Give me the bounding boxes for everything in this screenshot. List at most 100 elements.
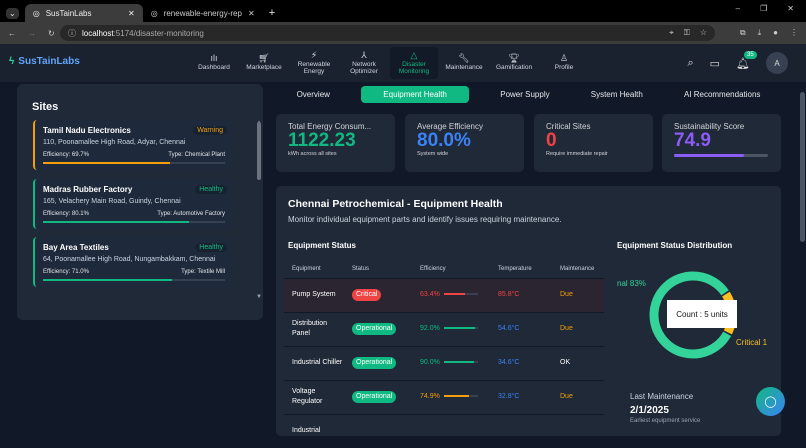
site-card[interactable]: Bay Area Textiles Healthy 64, Poonamallee …	[33, 237, 233, 287]
new-tab-button[interactable]: +	[268, 7, 276, 19]
reload-icon[interactable]: ↻	[48, 28, 55, 38]
tab-overview[interactable]: Overview	[296, 90, 330, 99]
nav-profile[interactable]: ♙ Profile	[554, 53, 574, 72]
table-row[interactable]: Distribution Panel Operational 92.0% 54.6°C…	[284, 311, 604, 346]
alert-icon: △	[410, 49, 418, 60]
page-scrollbar[interactable]	[799, 82, 806, 428]
nav-network-optimizer[interactable]: ⅄ Network Optimizer	[350, 49, 378, 75]
bolt-icon: ϟ	[9, 56, 15, 67]
forward-icon[interactable]: →	[28, 28, 36, 38]
sites-title: Sites	[32, 101, 59, 113]
table-row[interactable]: Pump System Critical 63.4% 85.8°C Due	[284, 277, 604, 312]
sites-panel: Sites Tamil Nadu Electronics Warning 110, …	[17, 84, 263, 320]
column-header: Efficiency	[420, 265, 446, 272]
plug-icon: ⚡︎	[310, 49, 318, 60]
panel-title: Chennai Petrochemical - Equipment Health	[288, 198, 503, 210]
network-icon: ⅄	[361, 49, 367, 60]
nav-gamification[interactable]: 🏆︎ Gamification	[495, 53, 533, 72]
column-header: Temperature	[498, 265, 532, 272]
nav-dashboard[interactable]: ılı Dashboard	[198, 53, 230, 72]
cart-icon: 🛒︎	[258, 53, 270, 63]
site-info-icon[interactable]: ⓘ	[68, 28, 76, 38]
nav-marketplace[interactable]: 🛒︎ Marketplace	[246, 53, 282, 72]
table-row[interactable]: Industrial	[284, 413, 604, 448]
key-icon[interactable]: ⚿	[683, 28, 690, 37]
tab-power-supply[interactable]: Power Supply	[500, 90, 550, 99]
efficiency-bar	[443, 361, 478, 364]
bar-chart-icon: ılı	[210, 53, 218, 63]
bell-icon: 🔔︎	[736, 57, 750, 70]
extensions-icon[interactable]: ⧉	[739, 28, 746, 37]
column-header: Equipment	[292, 265, 321, 272]
address-bar: ← → ↻ ⓘ localhost:5174/disaster-monitoring …	[0, 22, 806, 44]
efficiency-bar	[43, 162, 225, 164]
scroll-down-icon[interactable]: ▼	[256, 294, 262, 300]
menu-icon[interactable]: ⋮	[790, 28, 798, 37]
restore-icon[interactable]: ❐	[760, 4, 768, 13]
trophy-icon: 🏆︎	[508, 53, 520, 63]
app-header: ϟ SusTainLabs ılı Dashboard 🛒︎ Marketplace ⚡︎…	[0, 44, 806, 82]
stat-card: Average Efficiency 80.0% System wide	[405, 114, 524, 172]
tab-equipment-health[interactable]: Equipment Health	[361, 86, 470, 103]
browser-tab-bar: ⌄ ◎SusTainLabs✕ ◎renewable-energy-report…	[0, 0, 806, 22]
location-icon[interactable]: ⌖	[669, 28, 674, 37]
profile-icon[interactable]: ●	[773, 28, 778, 37]
browser-tab[interactable]: ◎ SusTainLabs ✕	[24, 4, 143, 22]
browser-tab[interactable]: ◎renewable-energy-report (16).p✕	[150, 8, 255, 18]
efficiency-bar	[443, 395, 478, 398]
minimize-icon[interactable]: –	[735, 4, 741, 13]
efficiency-bar	[443, 293, 478, 296]
globe-icon: ◎	[150, 8, 158, 18]
status-badge: Critical	[352, 289, 382, 301]
site-card[interactable]: Tamil Nadu Electronics Warning 110, Poonam…	[33, 120, 233, 170]
search-icon[interactable]: ⌕	[687, 56, 694, 69]
download-icon[interactable]: ⤓	[757, 28, 762, 37]
avatar[interactable]: A	[766, 52, 788, 74]
stat-card: Total Energy Consum... 1122.23 kWh across …	[276, 114, 395, 172]
equipment-status-title: Equipment Status	[288, 241, 357, 250]
star-icon[interactable]: ☆	[699, 28, 707, 37]
tab-system-health[interactable]: System Health	[590, 90, 643, 99]
user-icon: ♙	[559, 53, 569, 63]
window-close-icon[interactable]: ✕	[787, 4, 794, 13]
status-badge: Operational	[352, 323, 397, 335]
site-status-badge: Healthy	[195, 185, 227, 194]
tab-menu-icon[interactable]: ⌄	[6, 7, 19, 19]
table-row[interactable]: Industrial Chiller Operational 90.0% 34.6°C…	[284, 345, 604, 380]
monitor-icon[interactable]: ▭	[709, 57, 721, 70]
table-row[interactable]: Voltage Regulator Operational 74.9% 32.8°C D…	[284, 379, 604, 414]
nav-disaster-monitoring[interactable]: △ Disaster Monitoring	[390, 47, 438, 79]
sites-scrollbar[interactable]	[257, 122, 261, 180]
chat-icon: ◯	[764, 396, 777, 408]
url-input[interactable]: ⓘ localhost:5174/disaster-monitoring ⌖ ⚿ ☆	[60, 25, 715, 41]
column-header: Maintenance	[560, 265, 595, 272]
operational-label: nal 83%	[617, 279, 646, 288]
critical-label: Critical 1	[736, 338, 768, 347]
score-progress	[674, 154, 768, 157]
site-status-badge: Healthy	[195, 243, 227, 252]
site-status-badge: Warning	[193, 126, 227, 135]
close-icon[interactable]: ✕	[128, 8, 135, 18]
close-icon[interactable]: ✕	[248, 8, 255, 18]
efficiency-bar	[443, 327, 478, 330]
chart-tooltip: Count : 5 units	[667, 300, 737, 328]
chat-button[interactable]: ◯	[756, 387, 785, 416]
notifications-button[interactable]: 🔔︎ 35	[736, 50, 757, 70]
status-badge: Operational	[352, 357, 397, 369]
stat-card: Critical Sites 0 Require immediate repair	[534, 114, 653, 172]
stat-card: Sustainability Score 74.9	[662, 114, 781, 172]
nav-renewable-energy[interactable]: ⚡︎ Renewable Energy	[297, 49, 331, 75]
notification-badge: 35	[744, 50, 757, 59]
distribution-title: Equipment Status Distribution	[617, 241, 733, 250]
back-icon[interactable]: ←	[8, 28, 16, 38]
tab-ai-recommendations[interactable]: AI Recommendations	[683, 90, 761, 99]
site-card[interactable]: Madras Rubber Factory Healthy 165, Velache…	[33, 179, 233, 229]
nav-maintenance[interactable]: 🔧︎ Maintenance	[445, 53, 483, 72]
last-maintenance: Last Maintenance 2/1/2025 Earliest equip…	[630, 392, 701, 424]
wrench-icon: 🔧︎	[458, 53, 470, 63]
efficiency-bar	[43, 221, 225, 223]
panel-subtitle: Monitor individual equipment parts and i…	[288, 215, 562, 224]
brand-logo[interactable]: ϟ SusTainLabs	[9, 56, 80, 67]
main-nav: ılı Dashboard 🛒︎ Marketplace ⚡︎ Renewable Ene…	[190, 47, 588, 79]
globe-icon: ◎	[32, 8, 40, 18]
